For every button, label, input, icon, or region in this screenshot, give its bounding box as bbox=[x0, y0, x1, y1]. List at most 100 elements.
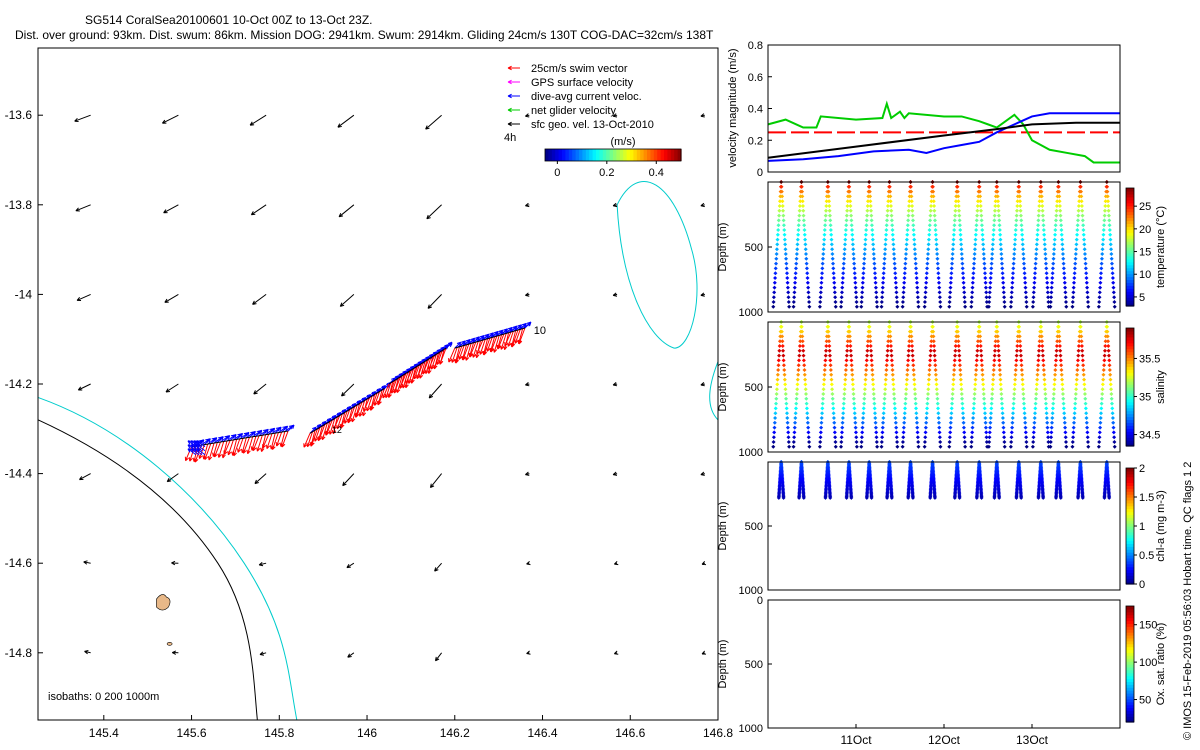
profile-colorbar-tick-label: 1.5 bbox=[1139, 492, 1154, 504]
profile-sample-point bbox=[979, 208, 984, 213]
profile-sample-point bbox=[1096, 444, 1101, 449]
profile-sample-point bbox=[1024, 300, 1029, 304]
profile-sample-point bbox=[914, 280, 919, 285]
map-colorbar-segment bbox=[619, 149, 624, 161]
glider-track-line bbox=[309, 388, 385, 434]
profile-sample-point bbox=[975, 348, 980, 353]
profile-colorbar-segment bbox=[1126, 220, 1134, 224]
map-colorbar-segment bbox=[545, 149, 549, 161]
profile-sample-point bbox=[1023, 280, 1028, 285]
profile-sample-point bbox=[817, 304, 822, 309]
map-colorbar-segment bbox=[664, 149, 668, 161]
profile-sample-point bbox=[947, 435, 952, 440]
profile-sample-point bbox=[1073, 396, 1078, 401]
profile-sample-point bbox=[894, 295, 899, 300]
profile-colorbar-segment bbox=[1126, 606, 1134, 610]
profile-colorbar-segment bbox=[1126, 675, 1134, 680]
geo-velocity-arrow bbox=[434, 652, 443, 662]
islet-shape bbox=[166, 642, 173, 646]
profile-sample-point bbox=[1042, 232, 1047, 237]
profile-sample-point bbox=[947, 444, 952, 449]
profile-sample-point bbox=[1050, 266, 1055, 271]
swim-vector-arrow bbox=[203, 443, 212, 460]
profile-colorbar-segment bbox=[1126, 614, 1134, 619]
profile-sample-point bbox=[850, 232, 855, 237]
profile-colorbar-segment bbox=[1126, 342, 1134, 347]
profile-sample-point bbox=[1062, 420, 1067, 425]
profile-sample-point bbox=[1001, 280, 1006, 285]
profile-sample-point bbox=[1021, 252, 1026, 256]
profile-sample-point bbox=[880, 430, 885, 435]
profile-sample-point bbox=[1112, 440, 1117, 444]
profile-sample-point bbox=[827, 199, 832, 204]
profile-colorbar-segment bbox=[1126, 488, 1134, 492]
profile-sample-point bbox=[1048, 440, 1053, 444]
profile-sample-point bbox=[1036, 353, 1041, 358]
profile-sample-point bbox=[975, 204, 980, 208]
geo-velocity-arrow bbox=[526, 560, 531, 566]
map-colorbar-segment bbox=[647, 149, 651, 161]
profile-sample-point bbox=[909, 329, 914, 334]
profile-sample-point bbox=[797, 204, 802, 208]
profile-sample-point bbox=[950, 401, 955, 406]
profile-sample-point bbox=[983, 425, 988, 430]
profile-sample-point bbox=[894, 285, 899, 290]
profile-sample-point bbox=[1012, 387, 1017, 392]
profile-sample-point bbox=[806, 430, 811, 435]
profile-sample-point bbox=[1017, 329, 1022, 334]
profile-sample-point bbox=[1111, 430, 1116, 435]
profile-sample-point bbox=[885, 358, 890, 363]
profile-colorbar-label: temperature (°C) bbox=[1155, 206, 1167, 288]
profile-sample-point bbox=[859, 435, 864, 440]
profile-sample-point bbox=[1075, 358, 1080, 363]
profile-sample-point bbox=[1033, 411, 1038, 416]
profile-sample-point bbox=[1013, 372, 1018, 377]
profile-sample-point bbox=[1011, 271, 1016, 276]
profile-sample-point bbox=[888, 199, 893, 204]
profile-sample-point bbox=[1040, 213, 1045, 218]
profile-sample-point bbox=[909, 334, 914, 339]
profile-sample-point bbox=[844, 218, 849, 223]
profile-sample-point bbox=[1024, 295, 1029, 300]
profile-colorbar-segment bbox=[1126, 658, 1134, 662]
profile-sample-point bbox=[860, 430, 865, 435]
profile-sample-point bbox=[800, 344, 805, 348]
profile-sample-point bbox=[860, 285, 865, 290]
profile-sample-point bbox=[830, 247, 835, 252]
profile-sample-point bbox=[1051, 256, 1056, 261]
geo-velocity-arrow bbox=[259, 651, 267, 656]
profile-sample-point bbox=[905, 228, 910, 232]
profile-sample-point bbox=[970, 280, 975, 285]
profile-colorbar-segment bbox=[1126, 431, 1134, 435]
profile-sample-point bbox=[1013, 377, 1018, 382]
profile-sample-point bbox=[1109, 247, 1114, 252]
profile-sample-point bbox=[937, 430, 942, 435]
profile-sample-point bbox=[1083, 406, 1088, 411]
profile-sample-point bbox=[861, 416, 866, 420]
profile-colorbar-segment bbox=[1126, 635, 1134, 639]
profile-sample-point bbox=[843, 372, 848, 377]
profile-sample-point bbox=[783, 392, 788, 396]
profile-sample-point bbox=[1055, 199, 1060, 204]
profile-sample-point bbox=[970, 420, 975, 425]
profile-sample-point bbox=[1109, 396, 1114, 401]
current-vector-arrow bbox=[204, 438, 211, 445]
swim-vector-arrow bbox=[325, 419, 333, 436]
profile-sample-point bbox=[1060, 242, 1065, 247]
profile-sample-point bbox=[1021, 247, 1026, 252]
profile-sample-point bbox=[958, 232, 963, 237]
profile-sample-point bbox=[1060, 237, 1065, 242]
profile-sample-point bbox=[804, 266, 809, 271]
profile-sample-point bbox=[926, 237, 931, 242]
profile-sample-point bbox=[961, 425, 966, 430]
profile-sample-point bbox=[925, 261, 930, 266]
profile-sample-point bbox=[785, 276, 790, 280]
profile-sample-point bbox=[1071, 295, 1076, 300]
profile-sample-point bbox=[1082, 252, 1087, 256]
profile-sample-point bbox=[983, 276, 988, 280]
profile-sample-point bbox=[990, 252, 995, 256]
profile-sample-point bbox=[961, 285, 966, 290]
profile-sample-point bbox=[989, 411, 994, 416]
profile-sample-point bbox=[839, 440, 844, 444]
profile-sample-point bbox=[826, 184, 831, 189]
